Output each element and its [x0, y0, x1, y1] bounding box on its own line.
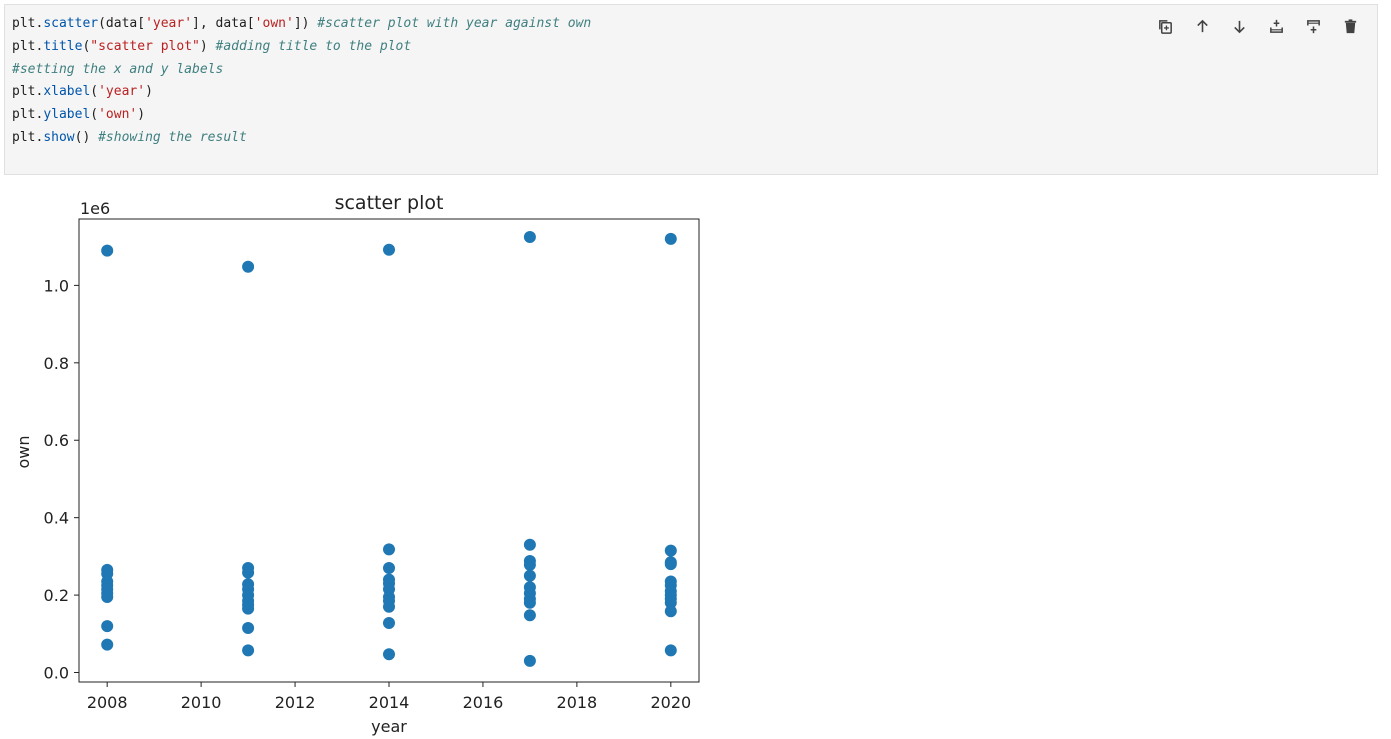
scatter-point: [523, 596, 536, 609]
scatter-plot-figure: 2008 2010 2012 2014 2016 2018 2020 0.0 0.2 0.4 0.…: [14, 192, 700, 736]
code-line[interactable]: plt.xlabel('year'): [12, 81, 591, 104]
code-token: 'own': [98, 107, 138, 123]
x-tick-label: 2014: [369, 693, 410, 712]
trash-icon: [1344, 18, 1357, 33]
chart-title: scatter plot: [335, 192, 444, 214]
scatter-point: [383, 648, 395, 661]
y-axis-label: own: [14, 435, 33, 468]
scatter-point: [101, 638, 114, 651]
code-token: title: [43, 38, 83, 54]
code-token: (: [90, 84, 99, 100]
code-line[interactable]: #setting the x and y labels: [12, 59, 591, 82]
scatter-point: [664, 544, 677, 557]
scatter-point: [383, 617, 395, 629]
insert-below-icon: [1307, 19, 1320, 33]
scatter-point: [242, 566, 255, 579]
code-token: plt.: [12, 129, 44, 145]
code-token: (: [90, 107, 99, 123]
code-token: plt.: [12, 38, 44, 54]
scatter-point: [664, 596, 677, 609]
duplicate-button[interactable]: [1147, 13, 1184, 39]
y-tick-label: 0.4: [44, 509, 69, 528]
code-token: plt.: [12, 16, 44, 31]
insert-below-button[interactable]: [1295, 13, 1332, 39]
x-tick-label: 2018: [557, 693, 598, 712]
code-line[interactable]: plt.ylabel('own'): [12, 104, 591, 127]
code-line[interactable]: plt.show() #showing the result: [12, 127, 591, 150]
code-token: ): [145, 84, 153, 100]
arrow-up-button[interactable]: [1184, 13, 1221, 39]
scatter-point: [101, 620, 114, 633]
arrow-down-button[interactable]: [1221, 13, 1258, 39]
code-token: (): [74, 129, 99, 145]
code-token: plt.: [12, 84, 44, 100]
trash-button[interactable]: [1332, 13, 1369, 39]
scatter-point: [101, 244, 114, 257]
x-tick-label: 2012: [275, 693, 316, 712]
code-cell[interactable]: plt.scatter(data['year'], data['own']) #…: [4, 4, 1378, 175]
y-tick-label: 1.0: [44, 276, 69, 295]
scatter-point: [383, 543, 395, 556]
code-token: ylabel: [43, 107, 91, 123]
insert-above-button[interactable]: [1258, 13, 1295, 39]
code-token: 'year': [98, 84, 146, 100]
scatter-point: [664, 644, 677, 657]
code-line[interactable]: plt.scatter(data['year'], data['own']) #…: [12, 13, 591, 36]
scatter-point: [523, 654, 536, 667]
code-token: (data[: [98, 16, 146, 31]
scatter-point: [664, 558, 677, 571]
scatter-point: [383, 243, 395, 256]
insert-above-icon: [1270, 19, 1283, 33]
x-tick-label: 2016: [463, 693, 504, 712]
duplicate-icon: [1159, 19, 1172, 34]
scatter-point: [242, 644, 255, 657]
y-tick-label: 0.0: [44, 664, 69, 683]
code-token: #showing the result: [98, 129, 247, 145]
arrow-up-icon: [1197, 19, 1208, 32]
y-tick-label: 0.2: [44, 586, 69, 605]
y-offset-label: 1e6: [80, 199, 110, 218]
code-token: scatter: [43, 16, 99, 31]
scatter-point: [523, 569, 536, 582]
arrow-down-icon: [1234, 20, 1245, 33]
code-token: 'year': [145, 16, 193, 31]
scatter-point: [383, 562, 395, 574]
scatter-point: [523, 609, 536, 622]
code-token: #adding title to the plot: [215, 38, 412, 54]
scatter-point: [664, 605, 677, 618]
code-token: #scatter plot with year against own: [317, 16, 592, 31]
code-editor[interactable]: plt.scatter(data['year'], data['own']) #…: [12, 13, 591, 150]
code-token: ]): [293, 16, 318, 31]
scatter-point: [523, 231, 536, 243]
code-token: ], data[: [192, 16, 255, 31]
x-axis-label: year: [371, 717, 407, 736]
x-tick-label: 2008: [87, 693, 128, 712]
scatter-point: [101, 591, 114, 603]
code-token: ): [199, 38, 216, 54]
x-tick-label: 2020: [650, 693, 691, 712]
code-token: xlabel: [43, 84, 91, 100]
scatter-point: [242, 602, 255, 615]
code-token: ): [137, 107, 146, 123]
y-tick-label: 0.8: [44, 354, 69, 373]
scatter-point: [664, 232, 677, 245]
y-tick-label: 0.6: [44, 431, 69, 450]
code-token: 'own': [254, 16, 294, 31]
code-line[interactable]: plt.title("scatter plot") #adding title …: [12, 36, 591, 59]
code-token: "scatter plot": [90, 38, 200, 54]
code-token: #setting the x and y labels: [12, 61, 224, 77]
scatter-point: [242, 260, 255, 273]
code-token: (: [82, 38, 91, 54]
cell-toolbar: [1147, 13, 1369, 39]
x-tick-label: 2010: [181, 693, 222, 712]
scatter-point: [523, 538, 536, 551]
scatter-point: [242, 622, 255, 634]
scatter-point: [523, 558, 536, 571]
code-token: plt.: [12, 107, 44, 123]
code-token: show: [43, 129, 75, 145]
scatter-point: [383, 600, 395, 613]
